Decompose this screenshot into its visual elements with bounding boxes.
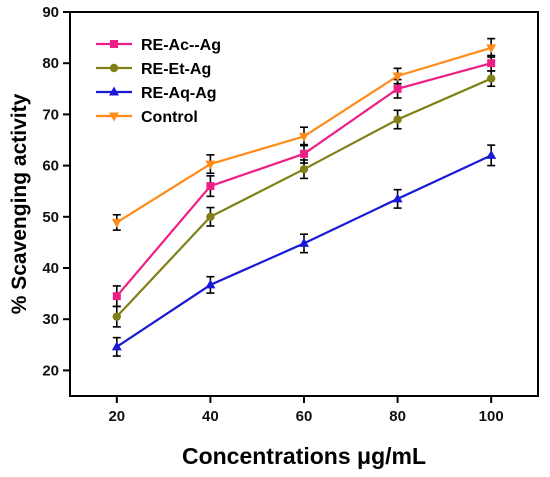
data-point-marker — [392, 193, 403, 203]
data-point-marker — [393, 115, 402, 124]
data-point-marker — [486, 149, 497, 159]
legend-label: RE-Et-Ag — [141, 61, 211, 78]
x-tick-label: 40 — [202, 408, 219, 425]
series-4 — [111, 37, 497, 231]
legend-marker — [109, 112, 119, 122]
series-2 — [112, 70, 496, 328]
series-layer — [111, 37, 497, 357]
data-point-marker — [487, 74, 496, 83]
series-3 — [111, 144, 497, 357]
legend-marker — [109, 86, 119, 96]
data-point-marker — [299, 237, 309, 247]
data-point-marker — [206, 212, 215, 221]
legend-marker — [109, 63, 119, 73]
data-point-marker — [393, 84, 402, 93]
data-point-marker — [206, 182, 215, 191]
data-point-marker — [112, 292, 121, 301]
legend-marker — [110, 40, 118, 48]
x-tick-label: 60 — [296, 408, 313, 425]
y-tick-label: 30 — [42, 311, 59, 328]
y-tick-label: 70 — [42, 106, 59, 123]
y-tick-label: 80 — [42, 55, 59, 72]
y-tick-label: 60 — [42, 158, 59, 175]
series-1 — [112, 54, 496, 308]
y-tick-label: 20 — [42, 362, 59, 379]
data-point-marker — [487, 59, 496, 68]
data-point-marker — [299, 164, 309, 174]
data-point-marker — [112, 312, 122, 321]
data-point-marker — [299, 132, 309, 142]
data-point-marker — [111, 218, 122, 228]
legend-item: RE-Ac--Ag — [96, 37, 221, 54]
axis-ticks: 20 30 40 50 60 70 80 90 20 40 60 80 100 — [42, 4, 503, 425]
legend-label: RE-Aq-Ag — [141, 85, 217, 102]
data-point-marker — [111, 341, 122, 351]
y-tick-label: 40 — [42, 260, 59, 277]
x-tick-label: 100 — [479, 408, 504, 425]
y-axis-title: % Scavenging activity — [8, 93, 31, 314]
data-point-marker — [300, 149, 308, 158]
y-tick-label: 90 — [42, 4, 59, 21]
x-tick-label: 80 — [389, 408, 406, 425]
x-axis-title: Concentrations μg/mL — [182, 443, 426, 469]
data-point-marker — [486, 44, 497, 54]
legend-label: Control — [141, 109, 198, 126]
x-tick-label: 20 — [108, 408, 125, 425]
legend-item: RE-Aq-Ag — [96, 85, 217, 102]
legend-label: RE-Ac--Ag — [141, 37, 221, 54]
legend-item: RE-Et-Ag — [96, 61, 211, 78]
legend: RE-Ac--Ag RE-Et-Ag RE-Aq-Ag Control — [96, 37, 221, 126]
data-point-marker — [205, 279, 216, 289]
data-point-marker — [205, 160, 216, 170]
data-point-marker — [392, 72, 403, 82]
legend-item: Control — [96, 109, 198, 126]
y-tick-label: 50 — [42, 209, 59, 226]
